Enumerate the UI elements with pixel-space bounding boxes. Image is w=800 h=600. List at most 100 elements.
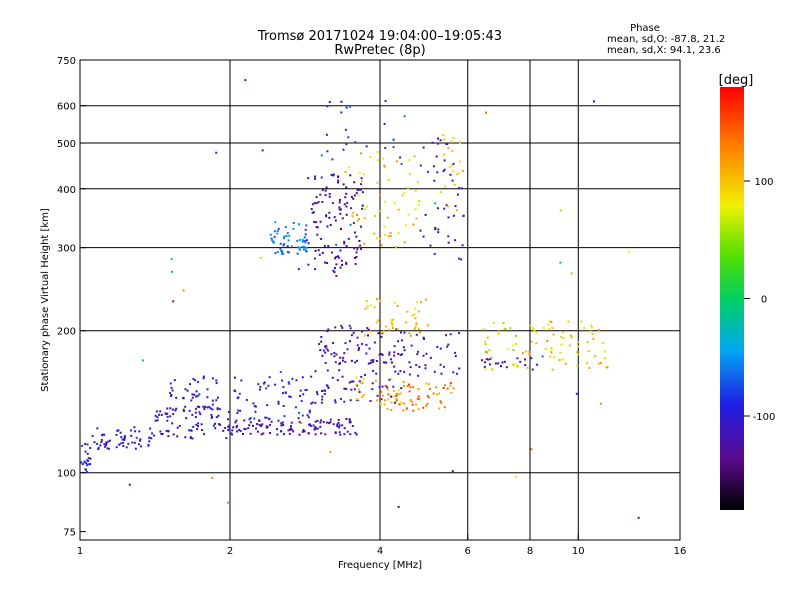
data-point (331, 158, 334, 161)
data-point (198, 411, 201, 414)
data-point (346, 202, 349, 204)
data-point (298, 421, 301, 424)
data-point (244, 428, 247, 431)
data-point (327, 245, 330, 247)
data-point (289, 427, 292, 430)
data-point (195, 407, 197, 410)
data-point (364, 307, 367, 310)
data-point (214, 427, 217, 430)
data-point (252, 424, 254, 427)
data-point (447, 241, 450, 244)
data-point (263, 381, 266, 384)
data-point (567, 320, 570, 323)
data-point (349, 174, 352, 177)
data-point (402, 409, 405, 412)
data-point (255, 427, 257, 430)
data-point (516, 357, 519, 360)
data-point (339, 249, 342, 252)
data-point (160, 414, 163, 416)
data-point (380, 353, 383, 356)
data-point (373, 306, 376, 309)
data-point (380, 335, 383, 338)
data-point (591, 326, 593, 329)
data-point (348, 381, 351, 384)
data-point (301, 414, 304, 417)
data-point (345, 143, 348, 146)
data-point (512, 348, 515, 351)
data-point (361, 342, 364, 345)
colorbar-tick-label: -100 (753, 412, 776, 423)
data-point (400, 339, 403, 342)
data-point (392, 390, 395, 393)
data-point (349, 399, 352, 402)
data-point (306, 414, 309, 417)
data-point (210, 413, 213, 416)
data-point (240, 379, 243, 382)
data-point (354, 141, 357, 144)
phase-stats-heading: Phase (630, 23, 660, 34)
data-point (384, 100, 387, 103)
data-point (416, 398, 419, 400)
data-point (166, 419, 169, 422)
data-point (459, 141, 461, 144)
data-point (297, 417, 300, 420)
data-point (337, 256, 340, 259)
data-point (290, 245, 293, 248)
grid-lines (80, 60, 680, 540)
data-point (358, 245, 361, 248)
data-point (458, 187, 460, 190)
data-point (383, 122, 386, 125)
data-point (335, 274, 338, 277)
data-point (176, 435, 179, 438)
data-point (435, 155, 438, 158)
data-point (393, 202, 396, 205)
data-point (413, 155, 416, 158)
data-point (358, 380, 361, 383)
data-point (185, 417, 188, 420)
data-point (442, 386, 445, 389)
data-point (326, 105, 329, 108)
data-point (390, 401, 393, 404)
data-point (323, 389, 326, 392)
data-point (231, 433, 234, 436)
data-point (449, 384, 452, 387)
data-point (381, 244, 383, 247)
data-point (403, 402, 406, 405)
data-point (524, 358, 526, 361)
data-point (81, 463, 84, 466)
data-point (310, 375, 313, 378)
data-point (227, 418, 229, 421)
data-point (289, 428, 291, 431)
data-point (381, 394, 384, 397)
data-point (288, 432, 291, 435)
data-point (234, 390, 237, 393)
data-point (397, 372, 400, 375)
data-point (412, 223, 415, 226)
data-point (156, 416, 159, 419)
data-point (339, 199, 341, 201)
data-point (211, 403, 214, 406)
data-point (332, 269, 335, 272)
data-point (337, 418, 340, 421)
data-point (349, 340, 351, 343)
data-point (365, 343, 368, 346)
data-point (550, 321, 553, 323)
data-point (184, 436, 187, 439)
data-point (315, 196, 318, 198)
data-point (387, 235, 390, 237)
data-point (366, 205, 369, 208)
data-point (439, 400, 442, 403)
data-point (332, 342, 335, 344)
data-point (337, 179, 340, 182)
data-point (561, 358, 564, 361)
data-point (379, 397, 381, 400)
data-point (417, 310, 420, 313)
data-point (339, 362, 341, 365)
data-point (86, 471, 88, 474)
data-point (301, 238, 304, 241)
data-point (202, 377, 205, 380)
data-point (206, 406, 209, 409)
data-point (349, 105, 351, 108)
data-point (401, 353, 403, 356)
data-point (325, 345, 328, 348)
